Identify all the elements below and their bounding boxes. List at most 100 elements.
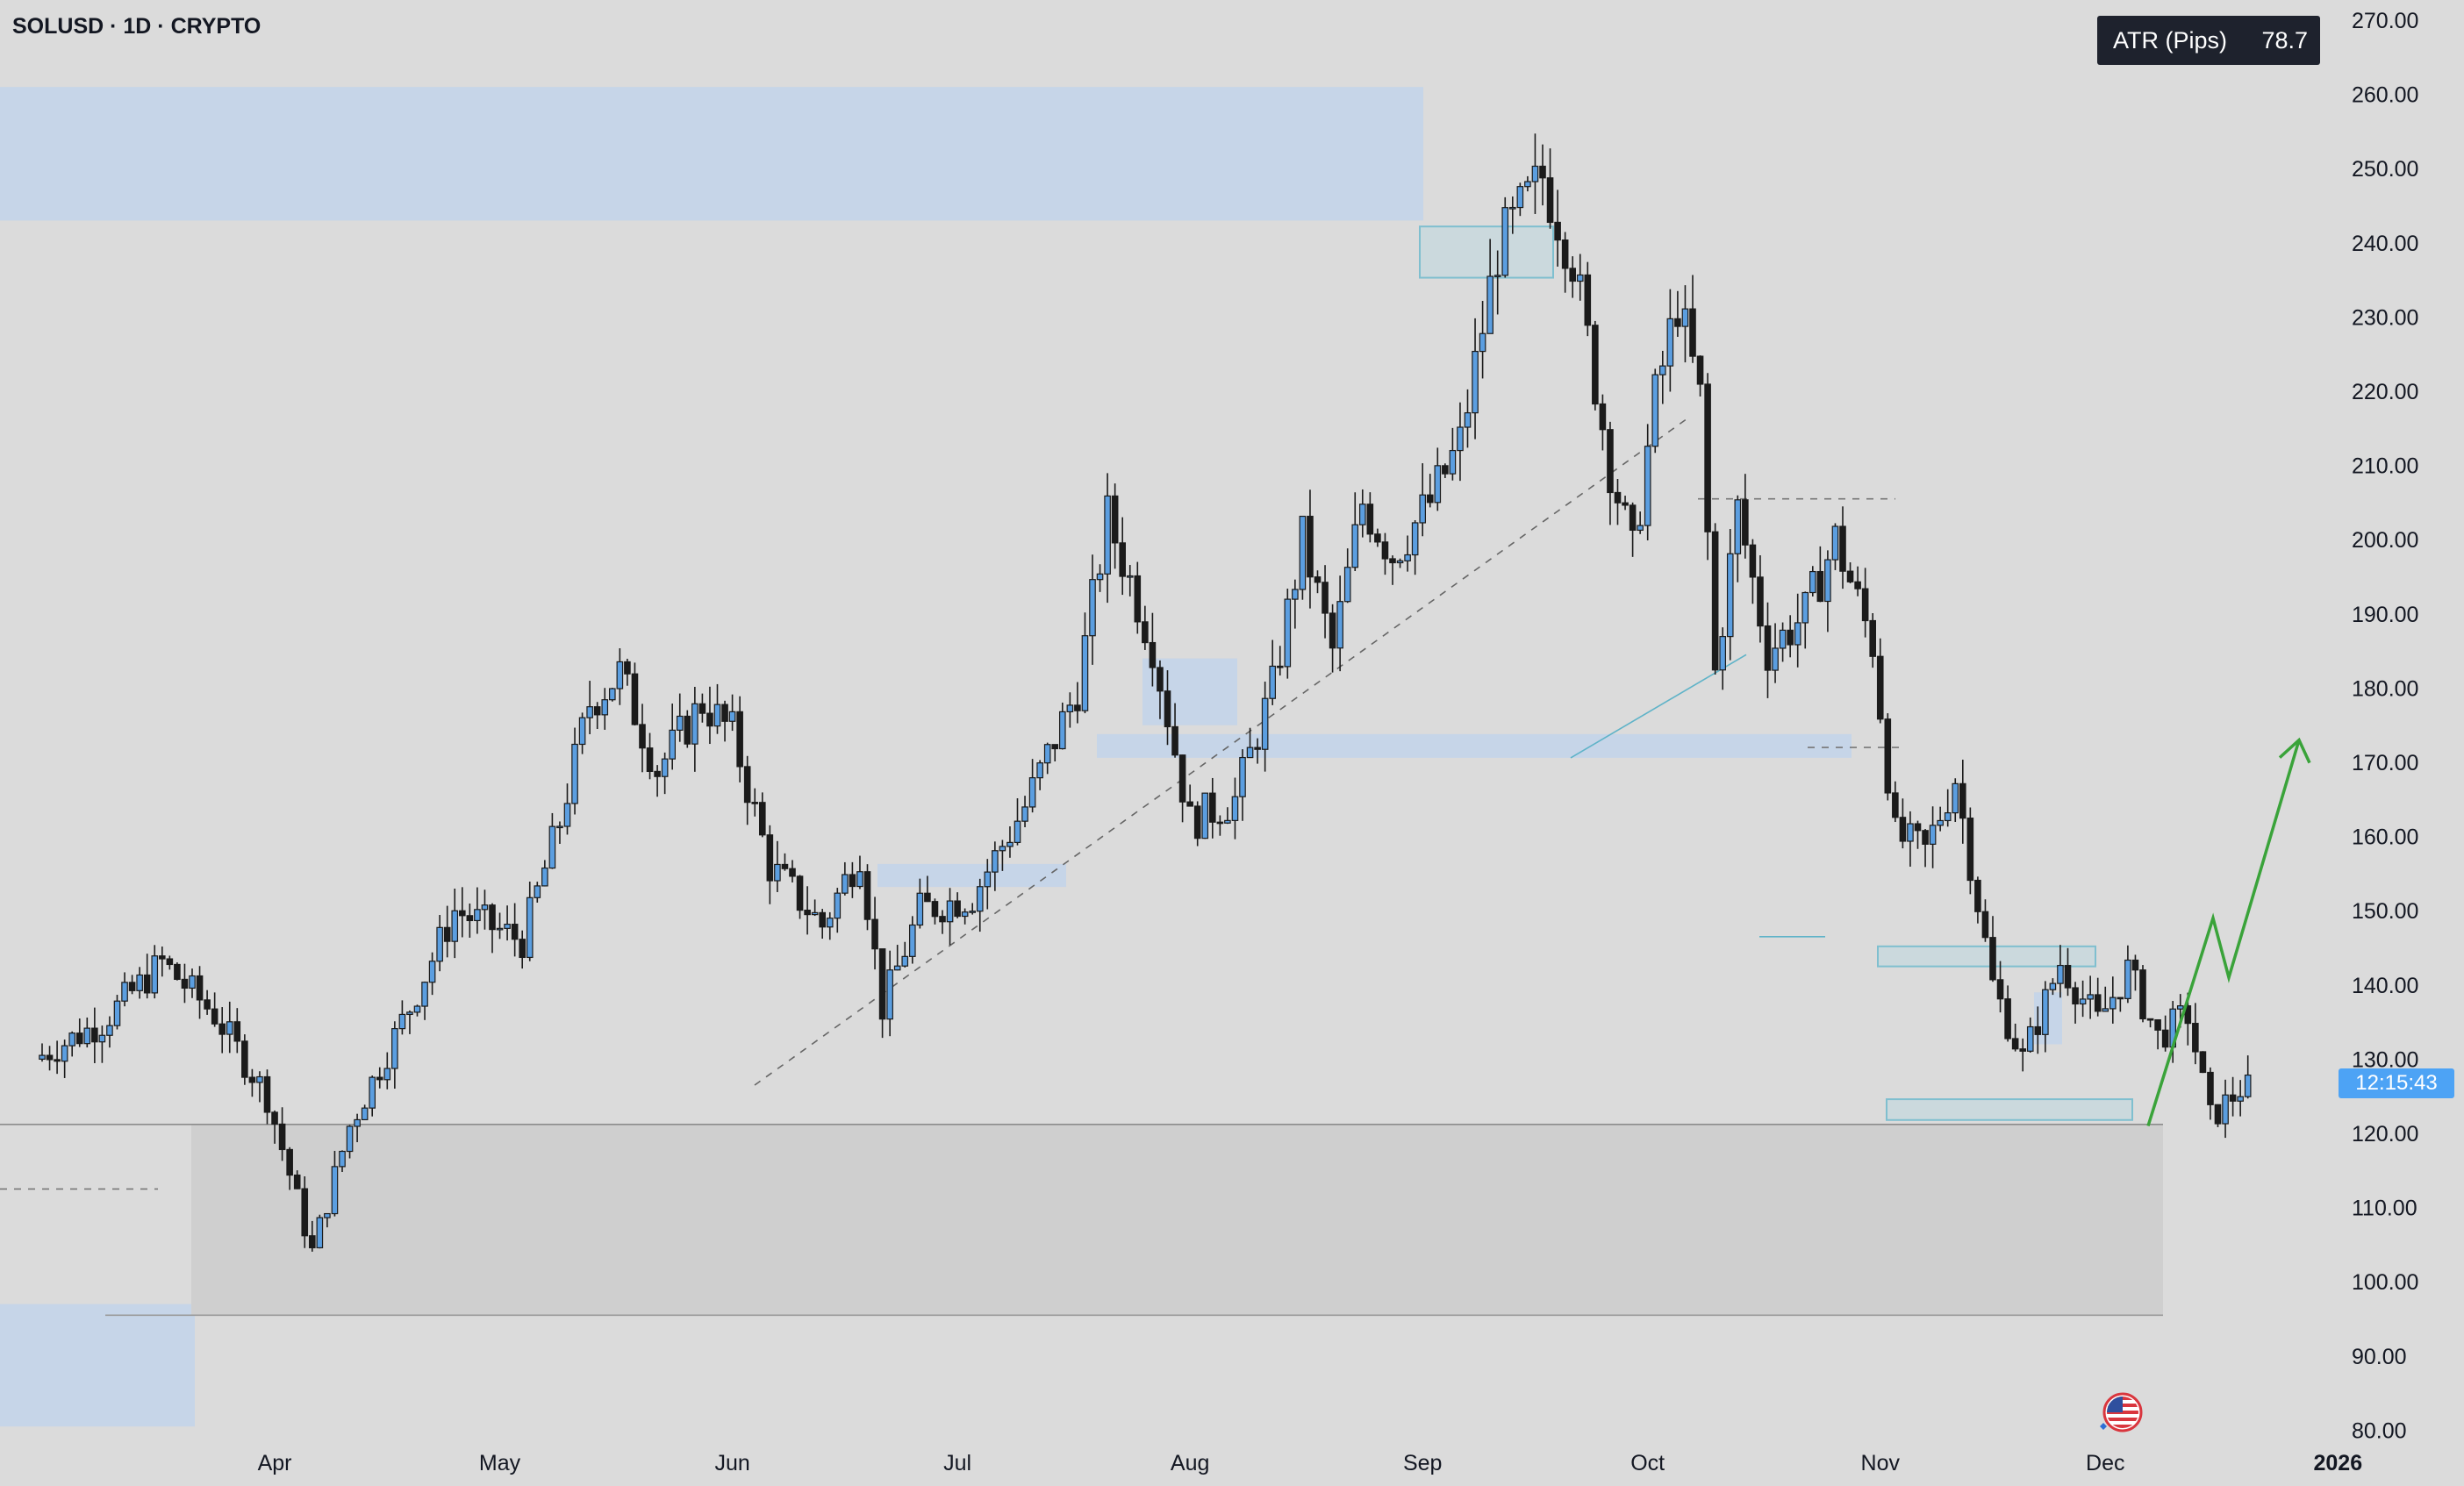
candle-body xyxy=(1937,819,1944,826)
candle xyxy=(1592,320,1599,411)
candle-body xyxy=(1561,239,1569,269)
candle-body xyxy=(1066,704,1074,712)
candle-body xyxy=(1449,449,1457,475)
candle-body xyxy=(2004,998,2011,1039)
candle xyxy=(2057,945,2064,998)
candle xyxy=(1989,916,1996,982)
price-axis[interactable]: 270.00 260.00 250.00 240.00 230.00 220.00 210.… xyxy=(2352,9,2418,1443)
projection-arrow xyxy=(2146,737,2311,1127)
candle xyxy=(2019,1038,2027,1072)
candle xyxy=(489,903,496,954)
candle-body xyxy=(1051,744,1059,750)
candle xyxy=(586,681,593,734)
candle-body xyxy=(1531,165,1539,182)
candle-body xyxy=(1922,830,1929,845)
candle-body xyxy=(1149,641,1157,668)
candle-body xyxy=(563,803,571,827)
candle-body xyxy=(1854,581,1861,589)
candle xyxy=(1937,806,1944,832)
candle xyxy=(309,1220,316,1252)
candle xyxy=(819,909,827,939)
candle-body xyxy=(1343,567,1351,603)
candle xyxy=(2154,1018,2161,1050)
candle xyxy=(946,888,954,946)
candle-body xyxy=(2117,997,2124,1000)
candle xyxy=(2139,965,2146,1023)
candle-body xyxy=(691,703,698,745)
candle-body xyxy=(758,802,766,836)
candle-body xyxy=(1592,325,1599,405)
candle xyxy=(331,1150,339,1217)
candle xyxy=(541,860,548,887)
us-flag-icon[interactable] xyxy=(2091,1391,2144,1437)
candle xyxy=(1892,781,1899,823)
candle-body xyxy=(819,911,827,928)
candle xyxy=(151,945,159,999)
candle xyxy=(1043,742,1051,775)
candle xyxy=(931,898,939,925)
candle xyxy=(1269,639,1277,705)
candle xyxy=(1231,777,1239,839)
candle-body xyxy=(233,1021,241,1042)
candle xyxy=(901,941,909,968)
candle-body xyxy=(878,948,886,1020)
candle-body xyxy=(1081,635,1089,711)
price-tick-label: 210.00 xyxy=(2352,454,2418,479)
candle-body xyxy=(713,704,721,727)
candle-body xyxy=(1914,823,1922,832)
candle xyxy=(1389,555,1396,585)
candle xyxy=(1696,355,1704,397)
candle xyxy=(1021,796,1028,828)
candle xyxy=(316,1214,324,1249)
candle-body xyxy=(946,900,954,923)
candle xyxy=(1899,798,1907,849)
time-tick-label: 2026 xyxy=(2313,1451,2362,1475)
candle-body xyxy=(2214,1104,2222,1125)
candle-body xyxy=(2192,1023,2199,1053)
candle xyxy=(2222,1079,2229,1139)
candle xyxy=(1801,591,1809,649)
candle xyxy=(1366,492,1374,543)
candle xyxy=(1074,682,1081,724)
candle xyxy=(1561,232,1569,293)
candle xyxy=(391,1021,398,1089)
candle-body xyxy=(1164,690,1171,728)
candle xyxy=(1981,899,1989,942)
candle-body xyxy=(871,918,878,950)
candle-body xyxy=(1576,274,1584,282)
candle-body xyxy=(1457,426,1464,452)
candle xyxy=(789,860,796,882)
candle-body xyxy=(1314,576,1322,583)
candle-body xyxy=(1224,819,1231,824)
candle-body xyxy=(1809,570,1816,594)
candle-body xyxy=(2049,982,2057,990)
candle xyxy=(1501,196,1509,278)
candle xyxy=(2042,981,2049,1053)
candle-body xyxy=(1269,665,1277,699)
candle xyxy=(1186,784,1193,807)
time-axis[interactable]: Apr May Jun Jul Aug Sep Oct Nov Dec 2026 xyxy=(258,1451,2363,1475)
candle xyxy=(691,686,698,772)
candle-body xyxy=(856,871,863,888)
candle xyxy=(1374,528,1381,547)
zones-layer xyxy=(0,87,2163,1427)
candle xyxy=(1201,792,1209,839)
candle xyxy=(1322,565,1329,639)
candle-body xyxy=(68,1032,76,1047)
candle-body xyxy=(1464,412,1472,428)
candle-body xyxy=(1711,531,1719,671)
candle-body xyxy=(1569,268,1577,282)
candle xyxy=(1449,427,1457,481)
time-tick-label: Oct xyxy=(1630,1451,1665,1475)
candle-body xyxy=(1261,697,1269,750)
atr-indicator-badge[interactable]: ATR (Pips) 78.7 xyxy=(2097,16,2320,65)
candle xyxy=(1178,754,1186,823)
candle xyxy=(676,693,684,742)
candle-body xyxy=(796,875,804,911)
candle-body xyxy=(1089,579,1096,637)
candle-body xyxy=(616,661,624,689)
candle-body xyxy=(2184,1005,2192,1025)
candle xyxy=(1119,517,1127,596)
candle-body xyxy=(1043,744,1051,764)
